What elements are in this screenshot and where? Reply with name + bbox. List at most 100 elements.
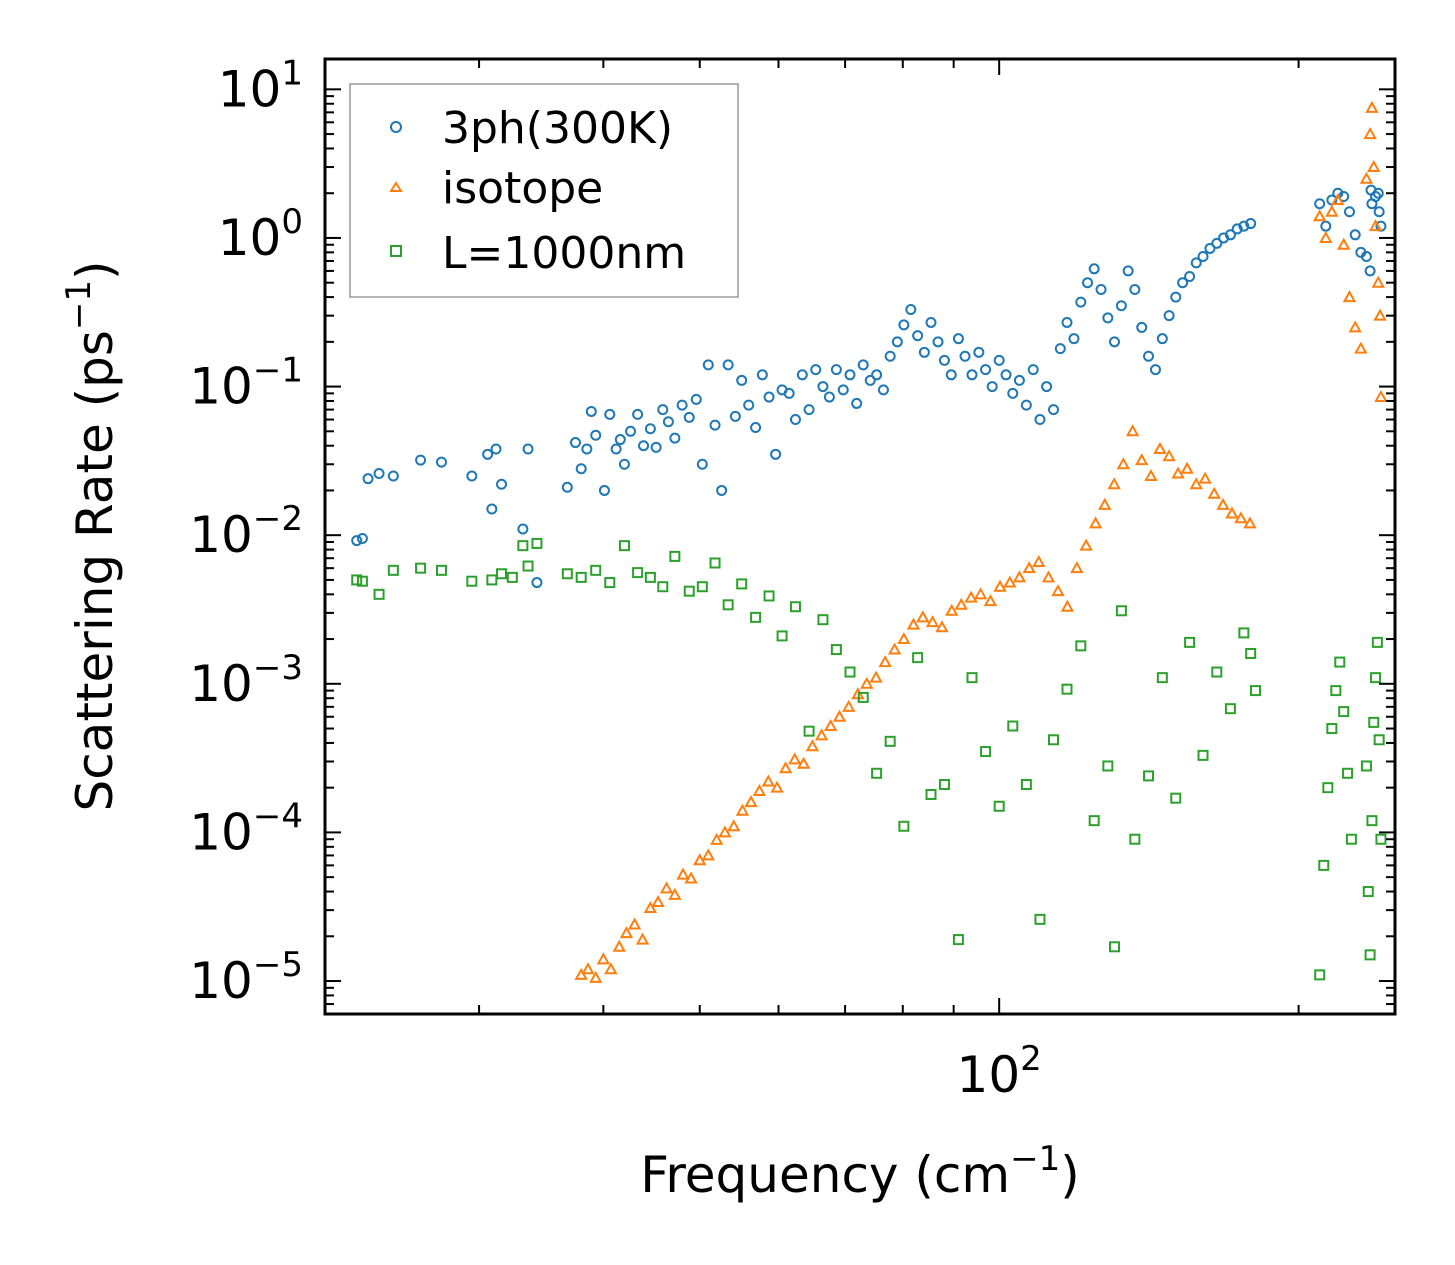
data-point [522,443,534,455]
data-point [1041,570,1056,583]
data-point [676,867,690,880]
data-point [1129,833,1141,845]
data-point [1171,466,1185,479]
data-point [1170,792,1182,804]
data-point [1022,561,1036,574]
data-point [643,900,658,914]
data-point [729,410,741,422]
data-point [1082,277,1094,289]
data-point [954,597,968,610]
data-point [1348,320,1362,333]
data-point [659,881,674,894]
data-point [1020,399,1032,411]
data-point [1371,636,1383,648]
data-point [1125,424,1140,437]
x-axis-label: Frequency (cm−1) [640,1139,1080,1204]
data-point [912,330,924,342]
data-point [1364,949,1376,961]
data-point [351,574,363,586]
data-point [435,564,447,576]
data-point [1032,554,1046,568]
data-point [683,411,695,423]
data-point [701,848,716,861]
data-point [736,578,748,590]
y-tick-label: 10−5 [189,945,303,1010]
data-point [486,503,498,515]
data-point [1047,734,1059,746]
data-point [1207,486,1221,499]
data-point [598,484,610,496]
data-point [1330,685,1342,697]
data-point [1320,220,1332,232]
data-point [788,752,802,765]
data-point [857,691,869,703]
legend-box [349,83,739,298]
data-point [763,590,775,602]
data-point [1375,833,1387,845]
data-point [1314,198,1326,210]
data-point [604,962,618,975]
y-tick-label: 101 [218,53,303,118]
data-point [736,374,748,386]
data-point [690,393,702,405]
data-point [632,408,644,420]
data-point [589,970,603,983]
data-point [373,588,385,600]
data-point [830,644,842,656]
data-point [1336,237,1351,250]
data-point [1345,833,1357,845]
data-point [1034,913,1046,925]
data-point [1180,461,1194,474]
y-axis-label: Scattering Rate (ps−1) [59,260,124,811]
data-point [590,429,602,441]
data-point [625,425,637,437]
data-point [657,404,669,416]
y-tick-label: 10−1 [189,351,303,416]
data-point [925,615,940,628]
data-point [1231,223,1243,235]
data-point [1088,516,1103,529]
data-point [789,601,801,613]
data-point [877,384,889,396]
x-tick-label: 102 [957,1039,1042,1104]
data-point [575,571,587,583]
data-point [891,336,903,348]
data-point [650,441,662,453]
data-point [1365,100,1379,113]
data-point [925,788,937,800]
data-point [1162,449,1176,462]
data-point [993,800,1005,812]
data-point [864,374,876,386]
data-point [973,587,988,600]
data-point [842,699,856,712]
data-point [810,364,822,376]
data-point [763,391,775,403]
data-point [884,350,896,362]
data-markers [351,100,1388,983]
data-point [1334,656,1346,668]
data-point [1079,538,1093,551]
data-point [1144,468,1158,482]
data-point [1366,815,1378,827]
legend-marker-3ph [390,121,402,133]
data-point [783,387,795,399]
data-point [756,369,768,381]
data-point [752,783,767,796]
data-point [1342,767,1354,779]
data-point [1075,296,1087,308]
data-point [935,620,949,633]
data-point [1338,706,1350,718]
data-point [1027,364,1039,376]
data-point [561,481,573,493]
data-point [898,820,910,832]
data-point [638,440,650,452]
data-point [887,642,902,655]
data-point [830,364,842,376]
data-point [1136,321,1148,333]
data-point [676,399,688,411]
data-point [1156,333,1168,345]
data-point [1362,886,1374,898]
data-point [966,369,978,381]
data-point [506,571,518,583]
data-point [1374,389,1388,403]
